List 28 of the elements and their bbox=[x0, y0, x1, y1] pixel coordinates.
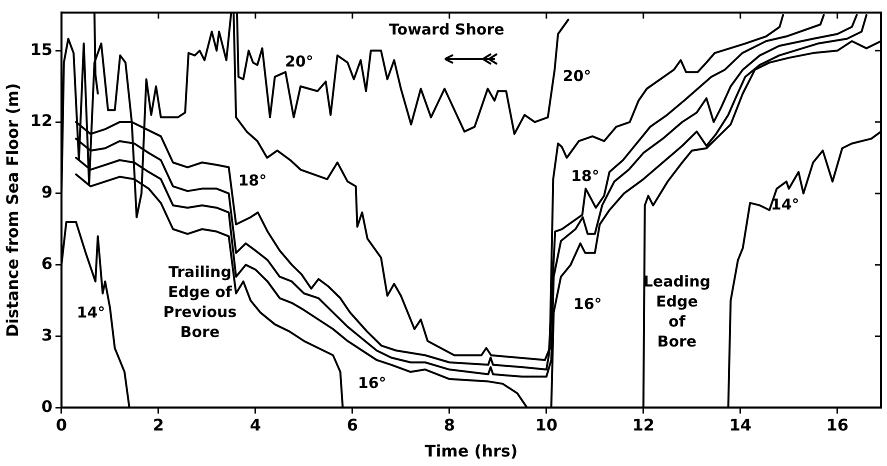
y-tick-label: 15 bbox=[30, 40, 52, 59]
y-tick-label: 0 bbox=[41, 396, 52, 416]
annotation: 14° bbox=[770, 195, 800, 214]
y-tick-label: 12 bbox=[30, 111, 52, 130]
x-tick-label: 4 bbox=[250, 415, 262, 434]
annotation: 18° bbox=[570, 166, 600, 185]
x-tick-label: 6 bbox=[346, 415, 358, 434]
y-tick-label: 3 bbox=[41, 325, 52, 344]
x-tick-label: 10 bbox=[535, 415, 558, 434]
y-axis-title: Distance from Sea Floor (m) bbox=[2, 83, 22, 338]
annotation: 16° bbox=[573, 295, 602, 314]
annotation: Leading Edge of Bore bbox=[643, 272, 711, 350]
annotation: 20° bbox=[284, 52, 314, 71]
x-axis-title: Time (hrs) bbox=[424, 442, 518, 461]
x-tick-label: 2 bbox=[152, 415, 164, 434]
y-tick-label: 6 bbox=[41, 254, 52, 273]
annotation: Toward Shore bbox=[389, 20, 504, 38]
annotation: 18° bbox=[238, 172, 267, 190]
annotation: 20° bbox=[562, 66, 592, 85]
x-tick-label: 16 bbox=[826, 415, 848, 434]
y-tick-label: 9 bbox=[41, 182, 52, 202]
annotation: 14° bbox=[76, 303, 106, 322]
annotation: 16° bbox=[358, 374, 386, 392]
x-tick-label: 0 bbox=[56, 415, 68, 434]
annotation: Trailing Edge of Previous Bore bbox=[163, 262, 237, 341]
x-tick-label: 14 bbox=[729, 415, 752, 434]
x-tick-label: 8 bbox=[444, 415, 455, 434]
x-tick-label: 12 bbox=[632, 415, 655, 434]
